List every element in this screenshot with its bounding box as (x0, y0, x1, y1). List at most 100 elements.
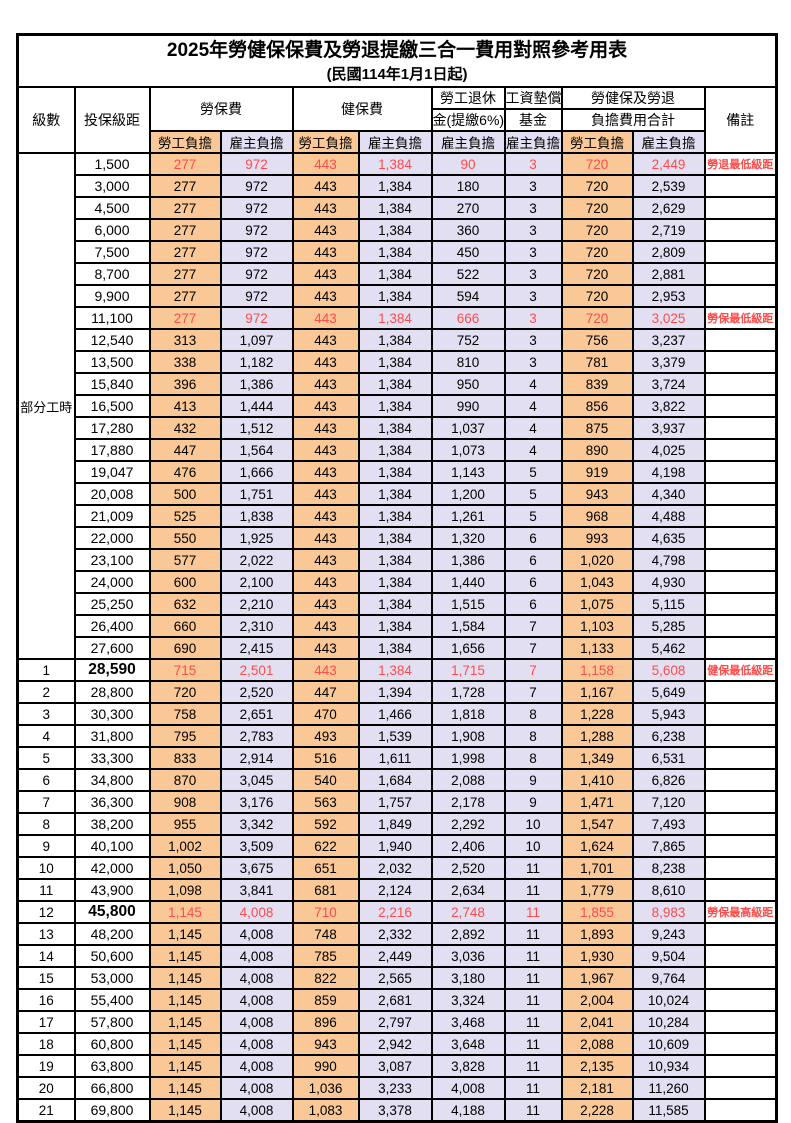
health-employee-cell: 443 (291, 504, 360, 528)
labor-employer-cell: 4,008 (219, 1032, 294, 1056)
table-row: 23,100 577 2,022 443 1,384 1,386 6 1,020 4,798 (18, 548, 778, 572)
pension-employer-cell: 270 (430, 196, 506, 220)
bracket-cell: 17,880 (73, 438, 151, 462)
bracket-cell: 57,800 (73, 1010, 151, 1034)
note-cell (703, 1032, 778, 1056)
labor-employer-cell: 2,783 (219, 724, 294, 748)
health-employer-cell: 1,384 (357, 636, 433, 660)
col-header-total-line2: 負擔費用合計 (560, 108, 706, 132)
pension-employer-cell: 1,715 (430, 658, 506, 682)
health-employee-cell: 563 (291, 790, 360, 814)
wage-fund-employer-cell: 11 (503, 966, 563, 990)
health-employee-cell: 443 (291, 262, 360, 286)
total-employee-cell: 781 (560, 350, 634, 374)
labor-employee-cell: 338 (148, 350, 222, 374)
wage-fund-employer-cell: 9 (503, 790, 563, 814)
note-cell (703, 1076, 778, 1100)
wage-fund-employer-cell: 3 (503, 284, 563, 308)
labor-employee-cell: 955 (148, 812, 222, 836)
note-cell (703, 790, 778, 814)
health-employer-cell: 1,466 (357, 702, 433, 726)
table-row: 6 34,800 870 3,045 540 1,684 2,088 9 1,410 6,826 (16, 768, 778, 792)
table-row: 7,500 277 972 443 1,384 450 3 720 2,809 (18, 240, 778, 264)
total-employer-cell: 2,953 (631, 284, 706, 308)
level-cell: 18 (16, 1032, 76, 1056)
total-employee-cell: 875 (560, 416, 634, 440)
pension-employer-cell: 3,324 (430, 988, 506, 1012)
wage-fund-employer-cell: 8 (503, 702, 563, 726)
labor-employee-cell: 500 (148, 482, 222, 506)
note-cell (703, 372, 778, 396)
labor-employee-cell: 1,145 (148, 1054, 222, 1078)
pension-employer-cell: 2,634 (430, 878, 506, 902)
col-header-labor-insurance: 勞保費 (148, 86, 294, 132)
health-employer-cell: 1,384 (357, 328, 433, 352)
health-employee-cell: 710 (291, 900, 360, 924)
note-cell (703, 548, 778, 572)
total-employee-cell: 720 (560, 152, 634, 176)
bracket-cell: 69,800 (73, 1098, 151, 1123)
wage-fund-employer-cell: 5 (503, 482, 563, 506)
note-cell (703, 350, 778, 374)
total-employee-cell: 993 (560, 526, 634, 550)
health-employee-cell: 443 (291, 372, 360, 396)
wage-fund-employer-cell: 6 (503, 570, 563, 594)
health-employer-cell: 1,849 (357, 812, 433, 836)
bracket-cell: 34,800 (73, 768, 151, 792)
total-employee-cell: 2,088 (560, 1032, 634, 1056)
note-cell (703, 174, 778, 198)
wage-fund-employer-cell: 7 (503, 680, 563, 704)
wage-fund-employer-cell: 11 (503, 944, 563, 968)
health-employer-cell: 1,384 (357, 306, 433, 330)
bracket-cell: 31,800 (73, 724, 151, 748)
wage-fund-employer-cell: 8 (503, 746, 563, 770)
labor-employer-cell: 4,008 (219, 1054, 294, 1078)
wage-fund-employer-cell: 3 (503, 152, 563, 176)
health-employee-cell: 681 (291, 878, 360, 902)
bracket-cell: 7,500 (73, 240, 151, 264)
health-employee-cell: 443 (291, 394, 360, 418)
bracket-cell: 28,590 (73, 658, 151, 682)
wage-fund-employer-cell: 11 (503, 1076, 563, 1100)
total-employee-cell: 720 (560, 262, 634, 286)
table-row: 9 40,100 1,002 3,509 622 1,940 2,406 10 1,624 7,8… (16, 834, 778, 858)
note-cell (703, 680, 778, 704)
bracket-cell: 22,000 (73, 526, 151, 550)
labor-employer-cell: 3,675 (219, 856, 294, 880)
wage-fund-employer-cell: 11 (503, 1032, 563, 1056)
health-employer-cell: 2,032 (357, 856, 433, 880)
health-employer-cell: 2,681 (357, 988, 433, 1012)
labor-employer-cell: 1,386 (219, 372, 294, 396)
bracket-cell: 53,000 (73, 966, 151, 990)
labor-employee-cell: 277 (148, 174, 222, 198)
wage-fund-employer-cell: 3 (503, 174, 563, 198)
level-cell: 11 (16, 878, 76, 902)
note-cell (703, 526, 778, 550)
premium-reference-table: 2025年勞健保保費及勞退提繳三合一費用對照參考用表 (民國114年1月1日起)… (16, 33, 779, 1123)
bracket-cell: 40,100 (73, 834, 151, 858)
table-row: 19,047 476 1,666 443 1,384 1,143 5 919 4,198 (18, 460, 778, 484)
table-row: 11 43,900 1,098 3,841 681 2,124 2,634 11 1,779 8,… (16, 878, 778, 902)
bracket-cell: 9,900 (73, 284, 151, 308)
health-employer-cell: 1,757 (357, 790, 433, 814)
note-cell (703, 812, 778, 836)
bracket-cell: 28,800 (73, 680, 151, 704)
labor-employer-cell: 1,564 (219, 438, 294, 462)
labor-employer-cell: 1,751 (219, 482, 294, 506)
total-employer-cell: 3,379 (631, 350, 706, 374)
note-cell (703, 878, 778, 902)
labor-employer-cell: 1,512 (219, 416, 294, 440)
labor-employee-cell: 690 (148, 636, 222, 660)
labor-employee-cell: 396 (148, 372, 222, 396)
pension-employer-cell: 90 (430, 152, 506, 176)
total-employer-cell: 10,609 (631, 1032, 706, 1056)
level-cell: 12 (16, 900, 76, 924)
total-employer-cell: 8,610 (631, 878, 706, 902)
wage-fund-employer-cell: 11 (503, 922, 563, 946)
bracket-cell: 4,500 (73, 196, 151, 220)
level-cell: 1 (16, 658, 76, 682)
total-employee-cell: 720 (560, 218, 634, 242)
health-employee-cell: 443 (291, 306, 360, 330)
total-employee-cell: 1,288 (560, 724, 634, 748)
health-employer-cell: 3,087 (357, 1054, 433, 1078)
